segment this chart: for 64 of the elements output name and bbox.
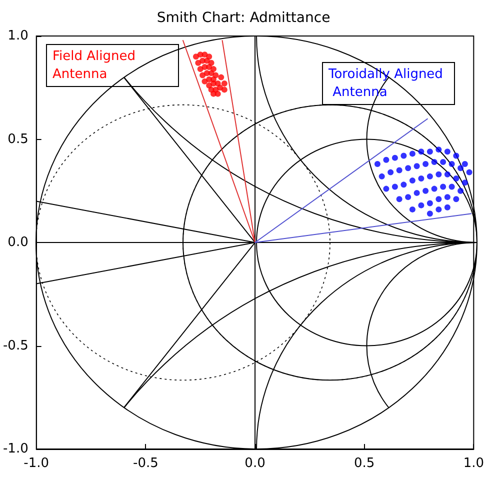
- point: [414, 190, 420, 196]
- point: [392, 154, 398, 161]
- point: [414, 163, 420, 170]
- point: [458, 188, 464, 194]
- point: [418, 148, 424, 155]
- point: [405, 165, 412, 172]
- point: [448, 184, 455, 190]
- x-tick-label: 1.0: [463, 456, 484, 471]
- point: [436, 206, 442, 212]
- point: [462, 161, 468, 168]
- point: [418, 202, 424, 208]
- point: [400, 152, 407, 159]
- point: [440, 158, 446, 165]
- x-tick-label: -0.5: [133, 456, 158, 471]
- point: [431, 158, 438, 165]
- y-tick-label: 0.5: [8, 132, 28, 147]
- text: Field Aligned Antenna: [52, 49, 140, 82]
- point: [453, 175, 460, 182]
- point: [453, 152, 460, 159]
- x-tick-label: -1.0: [24, 456, 50, 471]
- point: [422, 161, 429, 168]
- point: [444, 171, 450, 178]
- point: [396, 196, 402, 202]
- point: [453, 196, 460, 202]
- point: [383, 186, 390, 192]
- point: [400, 182, 407, 188]
- point: [418, 175, 424, 182]
- point: [388, 169, 394, 176]
- point: [436, 146, 442, 153]
- point: [436, 171, 442, 178]
- y-tick-label: 0.0: [8, 235, 28, 250]
- point: [426, 148, 433, 155]
- point: [206, 64, 212, 70]
- point: [431, 186, 438, 192]
- point: [396, 167, 402, 174]
- point: [374, 161, 380, 168]
- point: [409, 206, 416, 212]
- point: [426, 210, 433, 217]
- point: [436, 196, 442, 202]
- point: [448, 161, 455, 168]
- chart-title: Smith Chart: Admittance: [156, 10, 330, 26]
- point: [458, 165, 464, 172]
- x-tick-label: 0.5: [354, 456, 375, 471]
- point: [444, 148, 450, 155]
- point: [422, 188, 429, 194]
- point: [444, 194, 450, 200]
- point: [392, 184, 398, 190]
- point: [405, 194, 412, 200]
- point: [409, 150, 416, 157]
- point: [462, 180, 468, 186]
- point: [440, 184, 446, 190]
- y-tick-label: -0.5: [2, 338, 28, 354]
- point: [192, 54, 199, 60]
- point: [426, 173, 433, 180]
- point: [378, 173, 385, 180]
- point: [466, 169, 472, 176]
- point: [444, 204, 450, 210]
- y-tick-label: 1.0: [8, 28, 28, 44]
- point: [383, 156, 390, 163]
- point: [409, 178, 416, 184]
- y-tick-label: -1.0: [2, 442, 28, 456]
- point: [195, 60, 202, 66]
- point: [426, 200, 433, 206]
- x-tick-label: 0.0: [244, 456, 266, 471]
